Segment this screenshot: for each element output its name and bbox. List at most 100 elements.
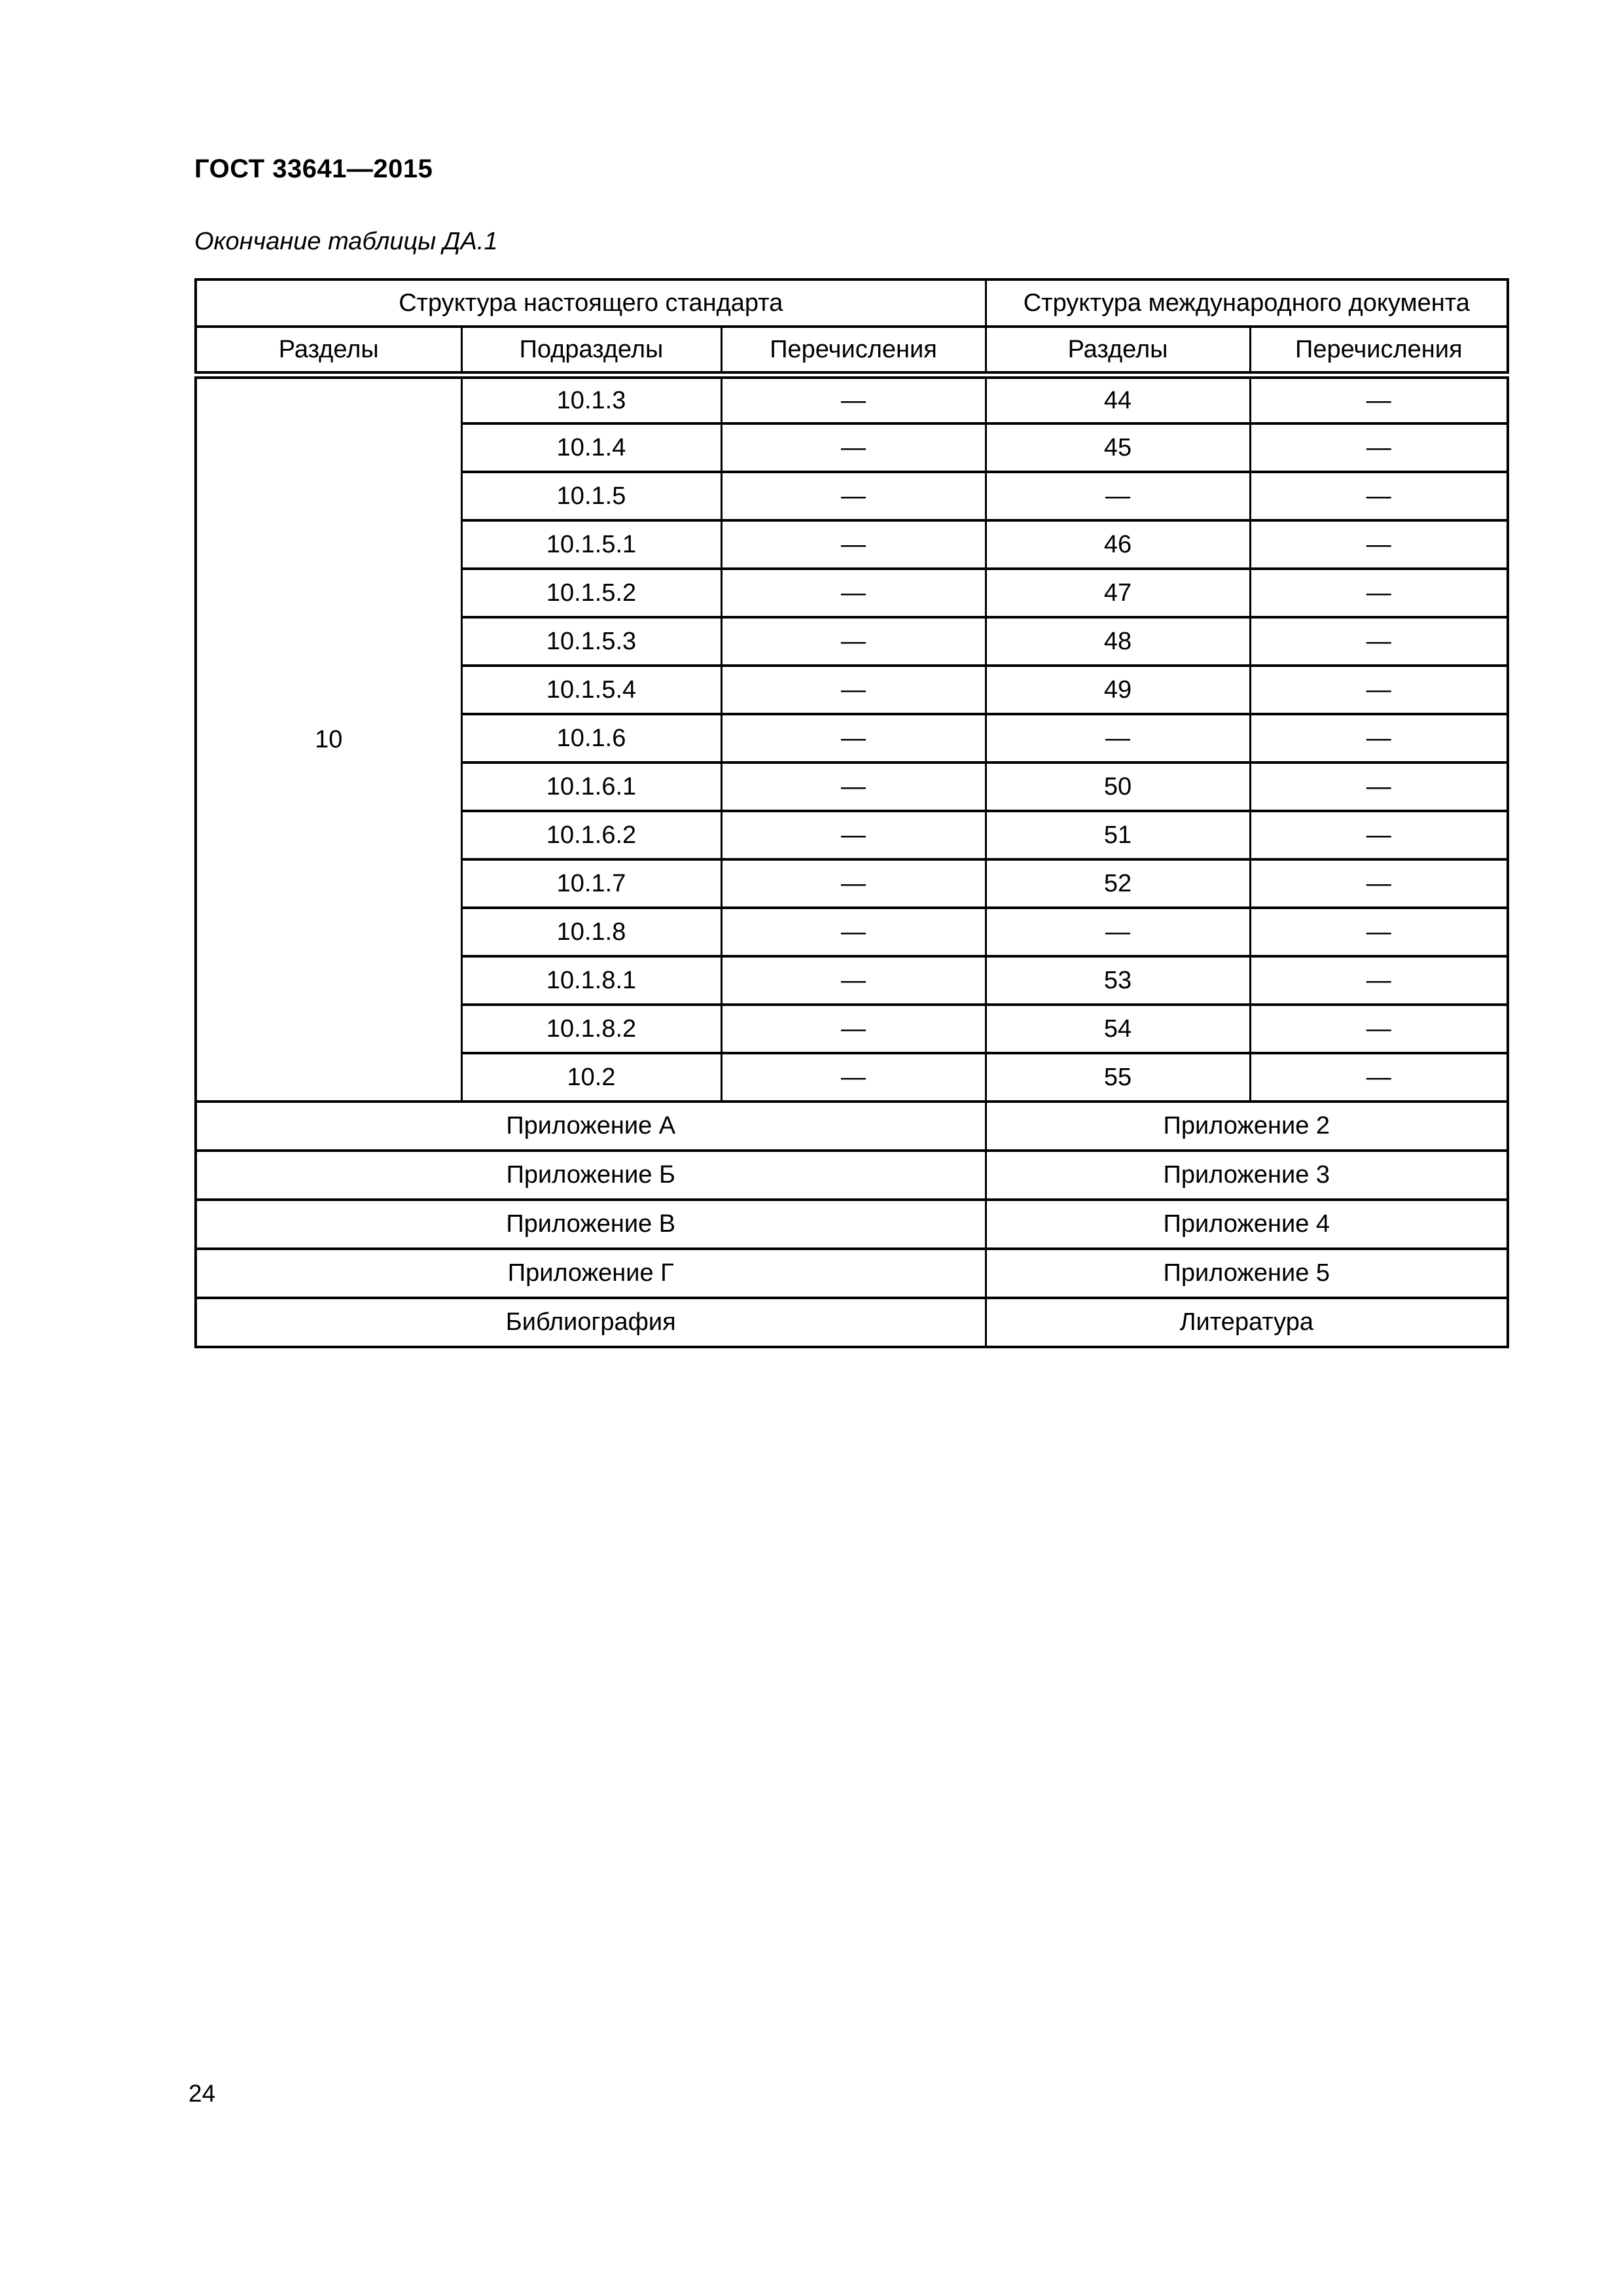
column-header-intl-sections: Разделы xyxy=(984,325,1251,379)
table-row: 10.1.5.1—46— xyxy=(196,519,1509,570)
column-header-intl-enumerations: Перечисления xyxy=(1249,325,1509,379)
table-row: 10.1.8— — — xyxy=(196,906,1509,958)
cell-intl-enumerations: — xyxy=(1249,422,1509,473)
cell-intl-enumerations: — xyxy=(1249,955,1509,1006)
column-header-subsections: Подразделы xyxy=(460,325,722,379)
table-row: 10.1.5.4—49— xyxy=(196,664,1509,715)
cell-appendix-national: Приложение В xyxy=(194,1198,987,1250)
cell-appendix-international: Приложение 5 xyxy=(984,1247,1509,1299)
cell-intl-enumerations: — xyxy=(1249,374,1509,425)
cell-subsection: 10.1.5.2 xyxy=(460,567,722,619)
cell-appendix-international: Приложение 2 xyxy=(984,1100,1509,1152)
appendix-row: Приложение А Приложение 2 xyxy=(194,1100,1509,1152)
cell-enumerations: — xyxy=(720,616,987,667)
cell-enumerations: — xyxy=(720,1052,987,1103)
cell-intl-section: 48 xyxy=(984,616,1251,667)
cell-intl-section: 44 xyxy=(984,374,1251,425)
cell-intl-enumerations: — xyxy=(1249,616,1509,667)
cell-enumerations: — xyxy=(720,374,987,425)
cell-intl-enumerations: — xyxy=(1249,761,1509,812)
column-header-sections: Разделы xyxy=(194,325,463,379)
cell-subsection: 10.1.8.1 xyxy=(460,955,722,1006)
cell-intl-section: 55 xyxy=(984,1052,1251,1103)
cell-enumerations: — xyxy=(720,519,987,570)
cell-intl-section: 54 xyxy=(984,1003,1251,1054)
cell-intl-section: 53 xyxy=(984,955,1251,1006)
cell-appendix-national: Приложение Б xyxy=(194,1149,987,1201)
page-number: 24 xyxy=(188,2080,216,2107)
cell-intl-enumerations: — xyxy=(1249,1003,1509,1054)
column-header-enumerations: Перечисления xyxy=(720,325,987,379)
cell-subsection: 10.1.4 xyxy=(460,422,722,473)
cell-subsection: 10.2 xyxy=(460,1052,722,1103)
cell-subsection: 10.1.5 xyxy=(460,471,722,522)
table-row: 10.1.5— — — xyxy=(196,471,1509,522)
cell-intl-enumerations: — xyxy=(1249,664,1509,715)
cell-subsection: 10.1.6.1 xyxy=(460,761,722,812)
cell-appendix-national: Приложение А xyxy=(194,1100,987,1152)
group-header-national: Структура настоящего стандарта xyxy=(194,278,987,328)
cell-intl-enumerations: — xyxy=(1249,519,1509,570)
appendix-row: Приложение В Приложение 4 xyxy=(194,1198,1509,1250)
comparison-table: Структура настоящего стандарта Структура… xyxy=(194,278,1510,1348)
appendix-row: Приложение Г Приложение 5 xyxy=(194,1247,1509,1299)
cell-subsection: 10.1.5.1 xyxy=(460,519,722,570)
group-header-row: Структура настоящего стандарта Структура… xyxy=(194,278,1509,328)
table-row: 10.2—55— xyxy=(196,1052,1509,1103)
group-header-international: Структура международного документа xyxy=(984,278,1509,328)
cell-intl-enumerations: — xyxy=(1249,471,1509,522)
cell-intl-section: — xyxy=(984,471,1251,522)
table-row: 10.1.7—52— xyxy=(196,858,1509,909)
cell-intl-section: 50 xyxy=(984,761,1251,812)
cell-intl-section: — xyxy=(984,906,1251,958)
table-row: 10.1.5.3—48— xyxy=(196,616,1509,667)
cell-enumerations: — xyxy=(720,955,987,1006)
cell-intl-section: 51 xyxy=(984,810,1251,861)
cell-enumerations: — xyxy=(720,906,987,958)
table-row: 10.1.5.2—47— xyxy=(196,567,1509,619)
cell-enumerations: — xyxy=(720,761,987,812)
cell-subsection: 10.1.3 xyxy=(460,374,722,425)
cell-intl-enumerations: — xyxy=(1249,810,1509,861)
cell-intl-section: 49 xyxy=(984,664,1251,715)
cell-intl-enumerations: — xyxy=(1249,858,1509,909)
table-caption: Окончание таблицы ДА.1 xyxy=(194,228,498,255)
cell-subsection: 10.1.6.2 xyxy=(460,810,722,861)
table-row: 10.1.6.2—51— xyxy=(196,810,1509,861)
cell-intl-enumerations: — xyxy=(1249,1052,1509,1103)
cell-appendix-national: Приложение Г xyxy=(194,1247,987,1299)
document-title: ГОСТ 33641—2015 xyxy=(194,154,433,183)
section-cell: 10 xyxy=(194,374,463,1103)
table-row: 10.1.8.1—53— xyxy=(196,955,1509,1006)
cell-subsection: 10.1.5.3 xyxy=(460,616,722,667)
cell-enumerations: — xyxy=(720,471,987,522)
cell-enumerations: — xyxy=(720,422,987,473)
cell-subsection: 10.1.7 xyxy=(460,858,722,909)
cell-intl-section: 46 xyxy=(984,519,1251,570)
cell-enumerations: — xyxy=(720,1003,987,1054)
cell-appendix-national: Библиография xyxy=(194,1297,987,1348)
column-header-row: Разделы Подразделы Перечисления Разделы … xyxy=(194,325,1509,379)
cell-enumerations: — xyxy=(720,664,987,715)
table-row: 10.1.8.2—54— xyxy=(196,1003,1509,1054)
cell-enumerations: — xyxy=(720,858,987,909)
cell-enumerations: — xyxy=(720,713,987,764)
table-row: 10.1.6.1—50— xyxy=(196,761,1509,812)
appendix-row: Библиография Литература xyxy=(194,1297,1509,1348)
cell-intl-enumerations: — xyxy=(1249,906,1509,958)
table-row: 10.1.6— — — xyxy=(196,713,1509,764)
table-row: 10.1.4—45— xyxy=(196,422,1509,473)
cell-intl-section: 52 xyxy=(984,858,1251,909)
cell-intl-enumerations: — xyxy=(1249,713,1509,764)
cell-subsection: 10.1.5.4 xyxy=(460,664,722,715)
cell-intl-section: — xyxy=(984,713,1251,764)
cell-subsection: 10.1.6 xyxy=(460,713,722,764)
cell-appendix-international: Приложение 3 xyxy=(984,1149,1509,1201)
cell-appendix-international: Приложение 4 xyxy=(984,1198,1509,1250)
cell-subsection: 10.1.8 xyxy=(460,906,722,958)
table-row: 10 10.1.3—44— xyxy=(194,374,1509,1103)
cell-intl-section: 45 xyxy=(984,422,1251,473)
cell-intl-section: 47 xyxy=(984,567,1251,619)
cell-appendix-international: Литература xyxy=(984,1297,1509,1348)
